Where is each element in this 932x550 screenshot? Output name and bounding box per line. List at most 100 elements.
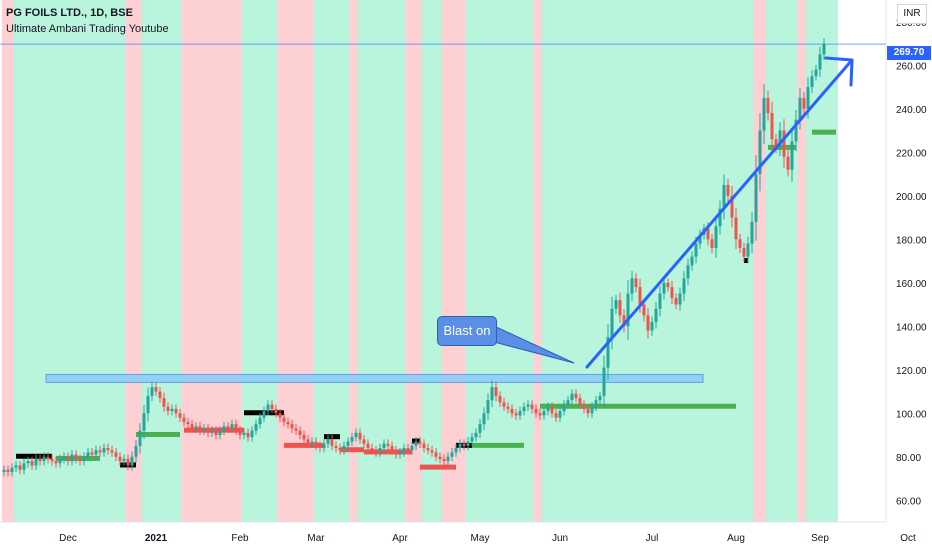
- candle-112: [450, 448, 454, 462]
- x-tick-8: Aug: [727, 533, 745, 544]
- candle-42: [170, 404, 174, 416]
- candle-116: [466, 437, 470, 451]
- candle-8: [34, 454, 38, 470]
- candle-141: [566, 395, 570, 409]
- candle-131: [526, 400, 530, 412]
- candle-59: [238, 426, 242, 440]
- candle-73: [294, 424, 298, 435]
- candle-179: [718, 200, 722, 235]
- candle-138: [554, 408, 558, 422]
- candle-84: [338, 443, 342, 455]
- candle-139: [558, 406, 562, 423]
- time-axis[interactable]: Dec 2021 Feb Mar Apr May Jun Jul Aug Sep Oct: [59, 533, 916, 544]
- candle-192: [770, 101, 774, 151]
- candle-12: [50, 454, 54, 466]
- x-tick-3: Mar: [307, 533, 325, 544]
- candle-37: [150, 381, 154, 402]
- candle-168: [674, 293, 678, 309]
- x-tick-7: Jul: [646, 533, 659, 544]
- candle-101: [406, 443, 410, 455]
- candle-190: [762, 84, 766, 145]
- level-11: [420, 464, 456, 470]
- candle-154: [618, 292, 622, 323]
- candle-111: [446, 452, 450, 466]
- level-16: [744, 258, 748, 263]
- candle-94: [378, 443, 382, 457]
- candle-128: [514, 408, 518, 420]
- candle-136: [546, 402, 550, 416]
- y-tick-8: 120.00: [896, 366, 927, 377]
- candle-64: [258, 413, 262, 429]
- candle-83: [334, 441, 338, 453]
- candle-152: [610, 296, 614, 350]
- candle-108: [434, 448, 438, 462]
- level-18: [812, 129, 836, 135]
- candle-89: [358, 428, 362, 444]
- candle-36: [146, 387, 150, 422]
- candle-120: [482, 407, 486, 431]
- candle-103: [414, 437, 418, 451]
- candle-203: [814, 65, 818, 81]
- candle-44: [178, 408, 182, 422]
- candle-156: [626, 280, 630, 340]
- candle-97: [390, 441, 394, 455]
- candle-132: [530, 400, 534, 414]
- candle-158: [634, 273, 638, 293]
- candle-51: [206, 424, 210, 438]
- x-tick-4: Apr: [392, 533, 408, 544]
- candle-95: [382, 439, 386, 453]
- candle-75: [302, 430, 306, 444]
- blast-on-callout[interactable]: Blast on: [437, 316, 497, 346]
- level-15: [580, 403, 736, 409]
- candle-177: [710, 234, 714, 254]
- candle-202: [810, 70, 814, 93]
- candle-32: [130, 451, 134, 471]
- candle-88: [354, 428, 358, 442]
- candle-106: [426, 443, 430, 455]
- candle-130: [522, 402, 526, 416]
- candle-107: [430, 445, 434, 457]
- candle-65: [262, 406, 266, 423]
- candle-67: [270, 400, 274, 414]
- zone-17: [766, 0, 798, 522]
- zone-11: [422, 0, 442, 522]
- candle-183: [734, 207, 738, 250]
- candle-184: [738, 234, 742, 254]
- candle-43: [174, 404, 178, 418]
- candle-135: [542, 406, 546, 420]
- candles: [2, 38, 826, 477]
- candle-121: [486, 393, 490, 420]
- candle-142: [570, 389, 574, 405]
- y-tick-11: 60.00: [896, 496, 921, 507]
- candle-29: [118, 452, 122, 466]
- candle-181: [726, 178, 730, 202]
- candle-109: [438, 452, 442, 464]
- y-tick-10: 80.00: [896, 453, 921, 464]
- candle-144: [578, 393, 582, 410]
- candle-147: [590, 402, 594, 418]
- candle-5: [22, 458, 26, 475]
- candle-187: [750, 212, 754, 254]
- candle-15: [62, 452, 66, 464]
- candle-30: [122, 454, 126, 466]
- candle-150: [602, 355, 606, 408]
- price-axis[interactable]: 280.00260.00240.00220.00200.00180.00160.…: [896, 18, 927, 508]
- candle-134: [538, 408, 542, 420]
- candle-191: [766, 90, 770, 121]
- candle-164: [658, 286, 662, 317]
- candle-24: [98, 445, 102, 457]
- candle-163: [654, 302, 658, 329]
- candle-115: [462, 439, 466, 451]
- candle-172: [690, 251, 694, 271]
- candle-145: [582, 400, 586, 414]
- candle-18: [74, 450, 78, 464]
- x-tick-5: May: [471, 533, 490, 544]
- y-tick-9: 100.00: [896, 409, 927, 420]
- currency-button[interactable]: INR: [897, 4, 927, 24]
- candle-105: [422, 439, 426, 453]
- candle-171: [686, 258, 690, 286]
- candle-200: [802, 91, 806, 115]
- candle-82: [330, 434, 334, 451]
- zone-16: [754, 0, 766, 522]
